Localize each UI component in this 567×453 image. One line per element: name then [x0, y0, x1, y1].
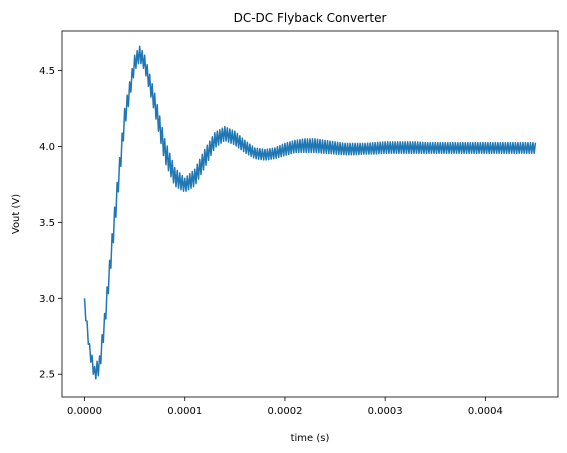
y-tick-label: 3.0: [39, 294, 55, 305]
x-tick-label: 0.0002: [267, 406, 302, 417]
x-tick-label: 0.0001: [167, 406, 202, 417]
x-tick-label: 0.0000: [67, 406, 102, 417]
x-tick-label: 0.0004: [468, 406, 503, 417]
plot-area: [62, 31, 558, 397]
y-tick-label: 4.0: [39, 142, 55, 153]
series-layer: [85, 46, 536, 379]
x-axis: 0.0000 0.0001 0.0002 0.0003 0.0004: [67, 397, 503, 417]
y-axis: 2.5 3.0 3.5 4.0 4.5: [39, 66, 62, 381]
series-line-0: [85, 46, 536, 379]
x-tick-label: 0.0003: [368, 406, 403, 417]
plot-frame: [62, 31, 558, 397]
chart-title: DC-DC Flyback Converter: [234, 11, 387, 25]
y-tick-label: 4.5: [39, 66, 55, 77]
y-tick-label: 2.5: [39, 370, 55, 381]
y-axis-label: Vout (V): [11, 194, 22, 234]
y-tick-label: 3.5: [39, 218, 55, 229]
x-axis-label: time (s): [291, 433, 330, 444]
